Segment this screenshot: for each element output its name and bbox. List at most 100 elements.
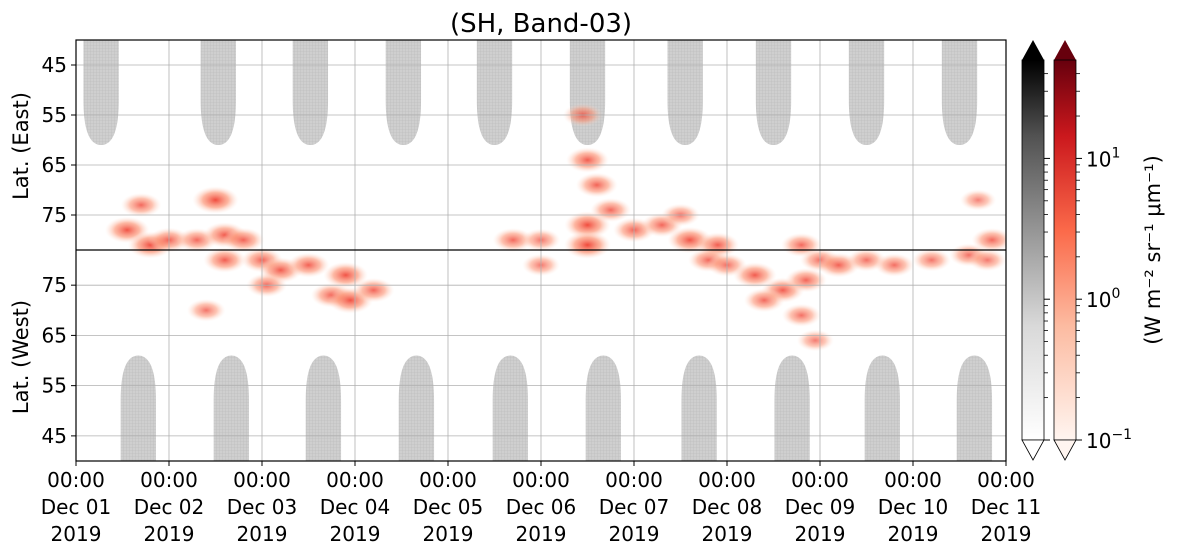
colorbar-gray-extend-bottom xyxy=(1021,439,1045,461)
emission-blob xyxy=(959,189,997,211)
no-data-region-west xyxy=(681,355,717,461)
emission-blob xyxy=(781,303,822,327)
emission-blob xyxy=(492,228,534,252)
y-tick-label: 75 xyxy=(42,203,67,227)
no-data-region-east xyxy=(476,40,513,145)
chart-title: (SH, Band-03) xyxy=(450,9,632,39)
x-tick-date: Dec 06 xyxy=(506,495,577,519)
x-tick-year: 2019 xyxy=(609,522,660,546)
emission-blob xyxy=(323,261,368,289)
no-data-region-west xyxy=(956,355,993,461)
emission-blob xyxy=(575,172,618,198)
emission-blob xyxy=(733,262,777,288)
no-data-region-west xyxy=(774,355,810,461)
x-tick-date: Dec 08 xyxy=(692,495,763,519)
x-tick-time: 00:00 xyxy=(512,468,570,492)
x-axis-ticks: 00:00 Dec 01 2019 00:00 Dec 02 2019 00:00 Dec 0… xyxy=(41,461,1042,546)
emission-blob xyxy=(222,227,265,253)
x-tick-time: 00:00 xyxy=(233,468,291,492)
x-tick-year: 2019 xyxy=(516,522,567,546)
x-tick-date: Dec 05 xyxy=(413,495,484,519)
emission-blob xyxy=(564,231,611,259)
x-tick-time: 00:00 xyxy=(884,468,942,492)
x-tick-date: Dec 10 xyxy=(878,495,949,519)
no-data-region-east xyxy=(569,40,606,145)
x-tick-time: 00:00 xyxy=(698,468,756,492)
x-tick-time: 00:00 xyxy=(605,468,663,492)
no-data-region-east xyxy=(667,40,703,145)
x-tick-time: 00:00 xyxy=(419,468,477,492)
emission-blob xyxy=(566,147,609,173)
x-tick-time: 00:00 xyxy=(326,468,384,492)
no-data-region-west xyxy=(585,355,621,461)
x-tick-year: 2019 xyxy=(981,522,1032,546)
x-tick-date: Dec 07 xyxy=(599,495,670,519)
x-tick-year: 2019 xyxy=(423,522,474,546)
emission-blob xyxy=(186,298,226,322)
y-axis-ticks: 45 55 65 75 75 65 55 45 xyxy=(42,53,76,448)
y-axis-label-west: Lat. (West) xyxy=(9,300,33,414)
emission-blob xyxy=(874,253,915,277)
colorbar-tick-label: 10−1 xyxy=(1086,427,1132,453)
x-tick-year: 2019 xyxy=(330,522,381,546)
y-tick-label: 55 xyxy=(42,374,67,398)
x-tick-time: 00:00 xyxy=(977,468,1035,492)
x-tick-year: 2019 xyxy=(888,522,939,546)
x-tick-date: Dec 01 xyxy=(41,495,112,519)
emission-blob xyxy=(743,288,785,313)
emission-blob xyxy=(352,277,395,303)
emission-blob xyxy=(796,329,834,352)
emission-blob xyxy=(192,186,239,214)
y-tick-label: 55 xyxy=(42,103,67,127)
colorbar-tick-label: 100 xyxy=(1086,286,1120,312)
x-tick-date: Dec 04 xyxy=(320,495,391,519)
no-data-region-east xyxy=(755,40,792,145)
x-tick-date: Dec 03 xyxy=(227,495,298,519)
y-tick-label: 45 xyxy=(42,53,67,77)
y-tick-label: 75 xyxy=(42,273,67,297)
no-data-region-east xyxy=(848,40,885,145)
colorbar-tick-label: 101 xyxy=(1086,145,1120,171)
colorbar-reds-body xyxy=(1053,59,1077,441)
colorbar-label: (W m⁻² sr⁻¹ μm⁻¹) xyxy=(1141,155,1165,345)
emission-blob xyxy=(590,198,632,222)
y-tick-label: 65 xyxy=(42,323,67,347)
x-tick-time: 00:00 xyxy=(791,468,849,492)
y-tick-label: 45 xyxy=(42,424,67,448)
x-tick-date: Dec 11 xyxy=(971,495,1042,519)
emission-blob xyxy=(785,267,827,293)
colorbar-reds-extend-top xyxy=(1054,40,1076,60)
x-tick-year: 2019 xyxy=(702,522,753,546)
x-tick-year: 2019 xyxy=(795,522,846,546)
emission-blob xyxy=(912,248,951,272)
no-data-region-east xyxy=(200,40,236,145)
colorbar-gray xyxy=(1021,40,1045,461)
x-tick-year: 2019 xyxy=(144,522,195,546)
no-data-region-west xyxy=(398,355,435,461)
no-data-region-east xyxy=(385,40,422,145)
y-tick-label: 65 xyxy=(42,153,67,177)
emission-blob xyxy=(287,252,330,278)
no-data-region-west xyxy=(120,355,156,461)
no-data-region-east xyxy=(83,40,119,145)
colorbar-reds xyxy=(1053,40,1077,461)
emission-blob xyxy=(120,193,162,217)
colorbar-reds-extend-bottom xyxy=(1053,439,1077,461)
x-tick-time: 00:00 xyxy=(47,468,105,492)
no-data-region-west xyxy=(864,355,900,461)
no-data-region-west xyxy=(213,355,249,461)
colorbar-gray-body xyxy=(1021,59,1045,441)
x-tick-date: Dec 02 xyxy=(134,495,205,519)
no-data-region-west xyxy=(492,355,528,461)
x-tick-time: 00:00 xyxy=(140,468,198,492)
emission-blob xyxy=(203,247,247,273)
y-axis-label-east: Lat. (East) xyxy=(9,92,33,200)
emission-intensity-layer xyxy=(104,103,1006,352)
x-tick-year: 2019 xyxy=(51,522,102,546)
emission-blob xyxy=(971,228,1006,252)
x-tick-year: 2019 xyxy=(237,522,288,546)
no-data-region-west xyxy=(305,355,342,461)
no-data-region-east xyxy=(941,40,978,145)
colorbar-ticks: 101 100 10−1 xyxy=(1044,73,1132,453)
